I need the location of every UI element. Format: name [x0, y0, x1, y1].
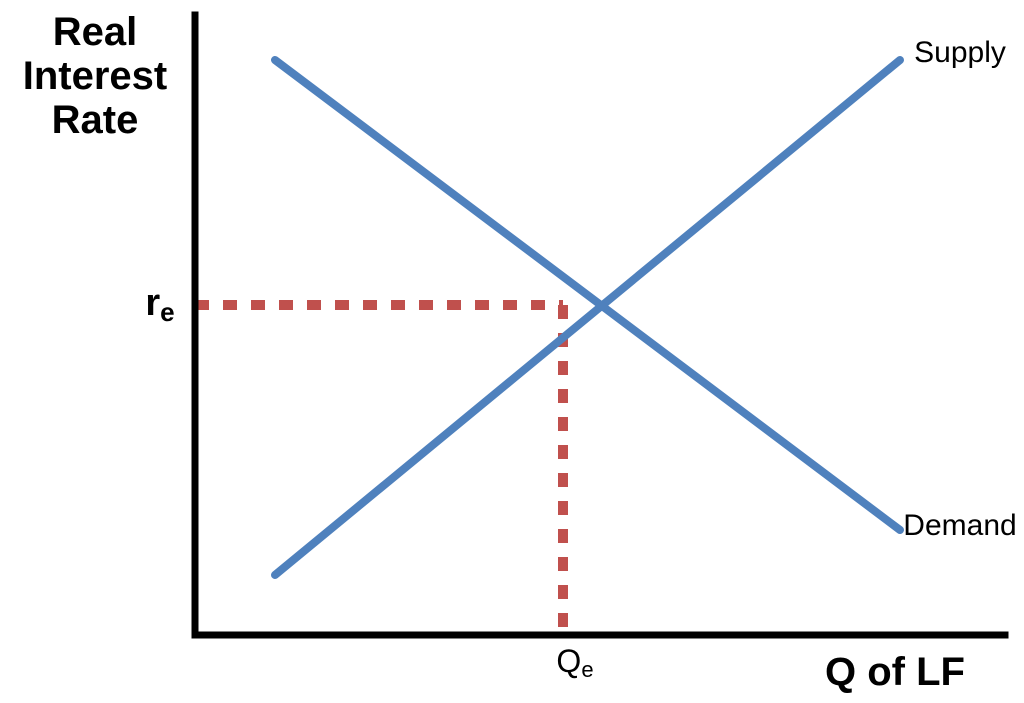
x-axis-title: Q of LF	[825, 650, 965, 694]
y-axis-title-line: Rate	[52, 98, 139, 142]
loanable-funds-chart: RealInterestRateQ of LFSupplyDemandreQe	[0, 0, 1024, 703]
demand-label: Demand	[903, 509, 1016, 542]
y-axis-title-line: Real	[53, 10, 138, 54]
chart-background	[0, 0, 1024, 703]
y-axis-title-line: Interest	[23, 54, 168, 98]
supply-label: Supply	[914, 36, 1006, 69]
